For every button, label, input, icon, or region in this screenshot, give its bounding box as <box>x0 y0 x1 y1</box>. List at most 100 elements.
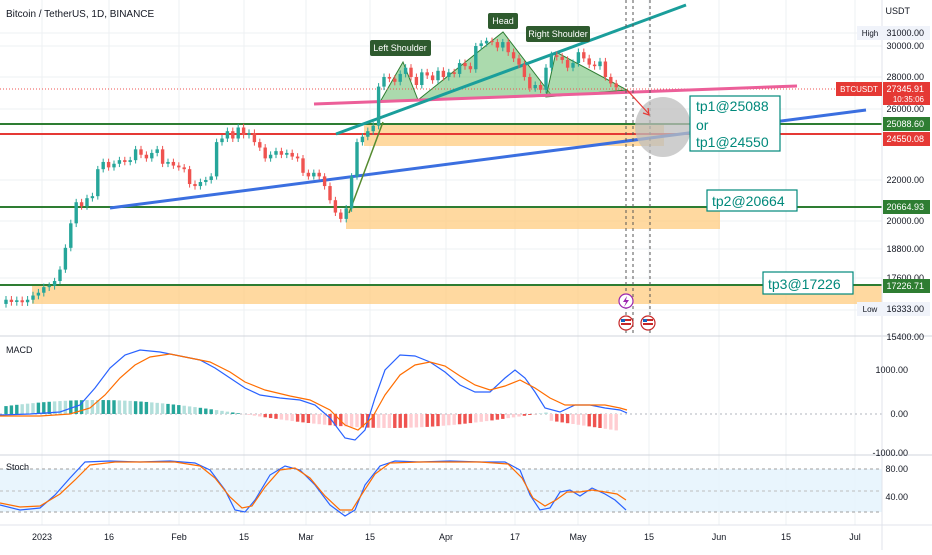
macd-histogram-bar <box>269 414 272 418</box>
macd-histogram-bar <box>588 414 591 426</box>
candle <box>345 208 348 219</box>
time-label: May <box>569 532 587 542</box>
candle <box>291 153 294 157</box>
last-price-badge: 27345.91 10:35:06 <box>883 82 930 105</box>
macd-histogram-bar <box>264 414 267 417</box>
macd-histogram-bar <box>318 414 321 424</box>
candle <box>361 137 364 142</box>
macd-histogram-bar <box>528 414 531 415</box>
candle <box>166 162 169 164</box>
macd-histogram-bar <box>463 414 466 424</box>
macd-histogram-bar <box>253 414 256 416</box>
macd-histogram-bar <box>388 414 391 428</box>
macd-histogram-bar <box>415 414 418 427</box>
macd-histogram-bar <box>458 414 461 424</box>
macd-tick: -1000.00 <box>872 448 908 458</box>
macd-histogram-bar <box>512 414 515 417</box>
time-label: 15 <box>365 532 375 542</box>
macd-histogram-bar <box>469 414 472 423</box>
candle <box>318 173 321 177</box>
svg-text:BTCUSDT: BTCUSDT <box>840 85 878 94</box>
time-label: Mar <box>298 532 314 542</box>
macd-histogram-bar <box>204 409 207 414</box>
svg-text:Left Shoulder: Left Shoulder <box>373 43 427 53</box>
candle <box>193 184 196 186</box>
macd-histogram-bar <box>453 414 456 425</box>
candle <box>177 166 180 168</box>
candle <box>561 57 564 60</box>
candle <box>161 149 164 163</box>
candle <box>226 131 229 138</box>
support-zone-17226 <box>32 286 882 304</box>
macd-histogram-bar <box>10 405 13 414</box>
candle <box>582 52 585 58</box>
macd-histogram-bar <box>480 414 483 422</box>
candle <box>512 52 515 58</box>
macd-histogram-bar <box>301 414 304 422</box>
macd-histogram-bar <box>139 402 142 414</box>
price-currency-label: USDT <box>886 6 911 16</box>
macd-histogram-bar <box>37 403 40 414</box>
macd-histogram-bar <box>199 408 202 414</box>
candle <box>48 286 51 287</box>
event-icon-lightning[interactable] <box>619 294 633 308</box>
macd-histogram-bar <box>112 400 115 414</box>
macd-histogram-bar <box>226 412 229 414</box>
candle <box>264 148 267 159</box>
candle <box>64 248 67 270</box>
candle <box>366 131 369 136</box>
time-label: Jul <box>849 532 861 542</box>
high-badge: High 31000.00 <box>857 26 930 40</box>
candle <box>577 52 580 63</box>
candle <box>145 155 148 159</box>
macd-histogram-bar <box>507 414 510 418</box>
candle <box>107 162 110 167</box>
macd-histogram-bar <box>150 402 153 414</box>
candle <box>42 287 45 293</box>
candle <box>150 153 153 158</box>
svg-text:High: High <box>862 29 878 38</box>
macd-histogram-bar <box>296 414 299 422</box>
macd-histogram-bar <box>442 414 445 426</box>
macd-histogram-bar <box>26 404 29 414</box>
candle <box>323 176 326 186</box>
candle <box>566 60 569 68</box>
candle <box>534 85 537 88</box>
svg-text:20664.93: 20664.93 <box>886 202 924 212</box>
candle <box>350 176 353 208</box>
candle <box>247 133 250 135</box>
candle <box>431 75 434 80</box>
macd-histogram-bar <box>31 403 34 414</box>
time-axis[interactable]: 2023 16 Feb 15 Mar 15 Apr 17 May 15 Jun … <box>0 525 932 542</box>
macd-histogram-bar <box>220 411 223 414</box>
candle <box>312 173 315 177</box>
left-shoulder-label: Left Shoulder <box>370 40 431 56</box>
macd-histogram-bar <box>312 414 315 424</box>
macd-histogram-bar <box>102 400 105 414</box>
candle <box>372 126 375 132</box>
candle <box>102 162 105 169</box>
macd-histogram-bar <box>593 414 596 427</box>
candle <box>96 169 99 196</box>
event-icon-us-flag[interactable] <box>619 316 633 330</box>
candle <box>112 164 115 168</box>
candle <box>274 151 277 155</box>
macd-histogram-bar <box>166 404 169 414</box>
candle <box>91 196 94 198</box>
macd-histogram-bar <box>609 414 612 430</box>
macd-histogram-bar <box>539 413 542 414</box>
candle <box>474 46 477 69</box>
macd-histogram-bar <box>172 404 175 414</box>
candle <box>598 62 601 67</box>
candle <box>21 300 24 302</box>
macd-histogram-bar <box>231 412 234 414</box>
stoch-tick: 40.00 <box>885 492 908 502</box>
macd-histogram-bar <box>237 413 240 414</box>
event-icon-us-flag[interactable] <box>641 316 655 330</box>
svg-text:Head: Head <box>492 16 514 26</box>
candle <box>404 68 407 74</box>
candle <box>134 149 137 160</box>
svg-text:31000.00: 31000.00 <box>886 28 924 38</box>
macd-histogram-bar <box>577 414 580 425</box>
